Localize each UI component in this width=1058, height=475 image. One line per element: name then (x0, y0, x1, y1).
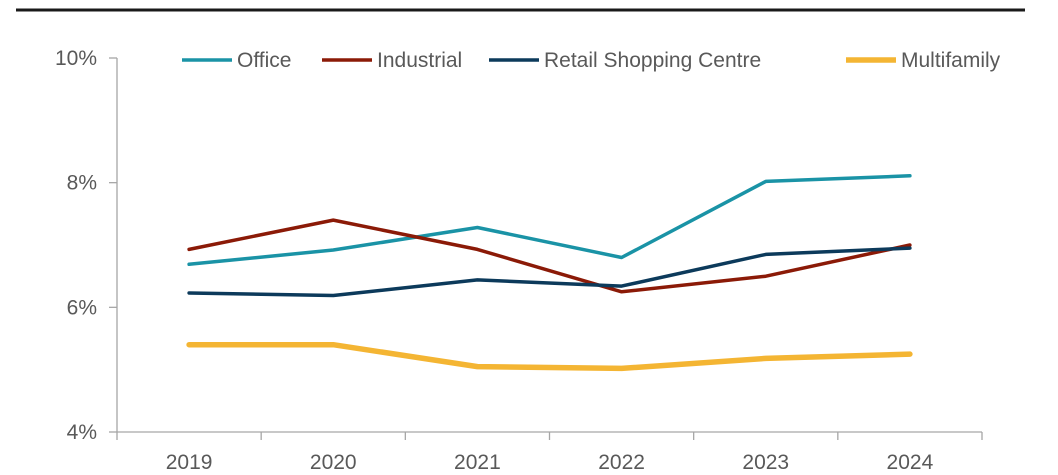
x-tick-label: 2022 (598, 451, 645, 474)
y-tick-label: 10% (55, 47, 97, 70)
x-tick-label: 2024 (887, 451, 934, 474)
y-tick-label: 6% (67, 296, 97, 319)
series-line-industrial (187, 218, 912, 294)
legend: Office Industrial Retail Shopping Centre Mu… (182, 49, 1001, 72)
x-tick-label: 2019 (166, 451, 213, 474)
y-tick-label: 8% (67, 172, 97, 195)
series-line-office (187, 174, 912, 267)
x-tick-label: 2020 (310, 451, 357, 474)
legend-label-retail-shopping-centre: Retail Shopping Centre (544, 49, 761, 72)
legend-label-office: Office (237, 49, 291, 72)
legend-label-multifamily: Multifamily (901, 49, 1001, 72)
series-line-retail-shopping-centre (187, 246, 912, 298)
x-tick-label: 2023 (742, 451, 789, 474)
series-layer (186, 174, 913, 372)
series-line-multifamily (186, 341, 913, 372)
legend-label-industrial: Industrial (377, 49, 462, 72)
x-tick-label: 2021 (454, 451, 501, 474)
axes: 4% 6% 8% 10% 2019 2020 2021 2022 2023 2024 (55, 47, 983, 474)
y-tick-label: 4% (67, 421, 97, 444)
